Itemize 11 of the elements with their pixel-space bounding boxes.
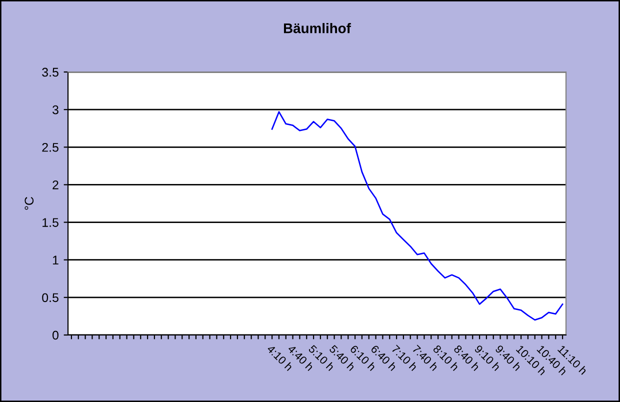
y-tick-label: 3	[52, 105, 58, 114]
y-tick-label: 2.5	[42, 142, 58, 152]
y-tick-label: 0	[52, 330, 58, 340]
y-tick-label: 1.5	[42, 218, 58, 227]
chart-title: Bäumlihof	[284, 23, 351, 34]
y-tick-label: 0.5	[42, 293, 58, 302]
y-axis-title: °C	[24, 196, 34, 210]
line-series	[271, 111, 564, 321]
y-tick-label: 1	[52, 256, 58, 264]
y-tick-label: 2	[52, 180, 58, 190]
y-tick-label: 3.5	[42, 68, 58, 77]
